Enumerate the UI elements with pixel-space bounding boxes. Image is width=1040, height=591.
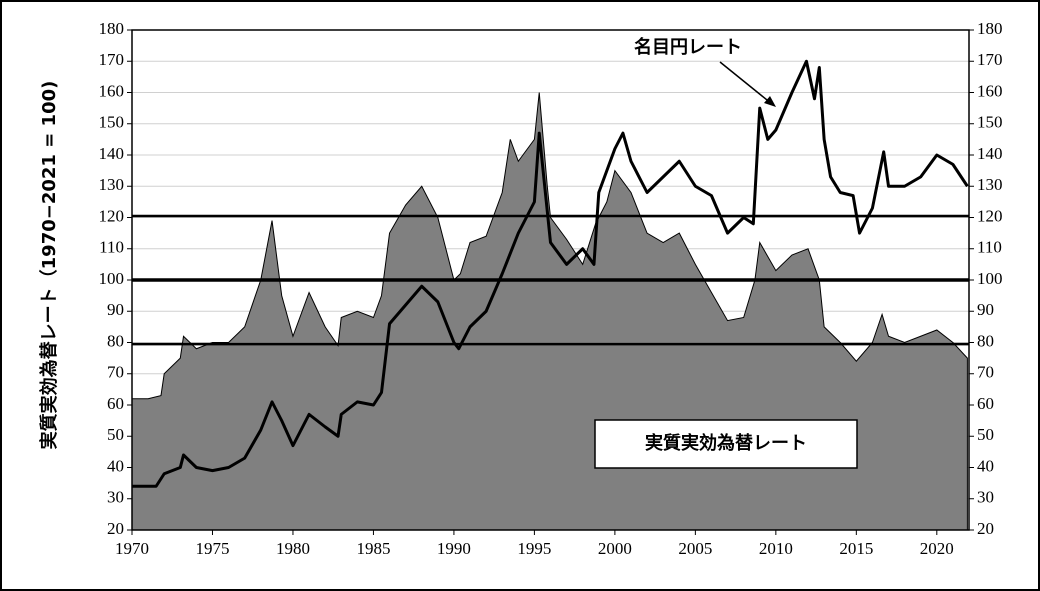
y-tick-label: 80	[107, 331, 124, 350]
line	[132, 59, 969, 488]
label-box	[594, 419, 858, 469]
y-tick-label: 150	[99, 113, 125, 132]
x-tick-label: 1975	[195, 539, 229, 558]
y-tick-label: 20	[107, 519, 124, 538]
x-tick-label: 1980	[276, 539, 310, 558]
y2-tick-label: 30	[977, 488, 994, 507]
x-tick-label: 2005	[678, 539, 712, 558]
y2-tick-label: 130	[977, 175, 1003, 194]
y2-tick-label: 160	[977, 81, 1003, 100]
y2-tick-label: 20	[977, 519, 994, 538]
y2-tick-label: 100	[977, 269, 1003, 288]
x-tick-label: 1970	[115, 539, 149, 558]
x-tick-label: 2010	[759, 539, 793, 558]
area-label: 実質実効為替レート	[645, 432, 807, 454]
x-tick-label: 1990	[437, 539, 471, 558]
y-tick-label: 90	[107, 300, 124, 319]
y2-tick-label: 40	[977, 456, 994, 475]
y-tick-label: 60	[107, 394, 124, 413]
y-tick-label: 110	[99, 238, 124, 257]
y-tick-label: 30	[107, 488, 124, 507]
y-tick-label: 70	[107, 363, 124, 382]
y2-tick-label: 90	[977, 300, 994, 319]
x-tick-label: 2020	[920, 539, 954, 558]
y2-tick-label: 170	[977, 50, 1003, 69]
y-tick-label: 170	[99, 50, 125, 69]
y2-tick-label: 120	[977, 206, 1003, 225]
y2-tick-label: 140	[977, 144, 1003, 163]
arrow-head	[764, 96, 776, 107]
y-tick-label: 130	[99, 175, 125, 194]
x-tick-label: 2015	[839, 539, 873, 558]
y-tick-label: 120	[99, 206, 125, 225]
x-tick-label: 2000	[598, 539, 632, 558]
y2-tick-label: 110	[977, 238, 1002, 257]
x-tick-label: 1985	[356, 539, 390, 558]
y2-tick-label: 50	[977, 425, 994, 444]
x-tick-label: 1995	[517, 539, 551, 558]
y2-tick-label: 150	[977, 113, 1003, 132]
y-axis-label: 実質実効為替レート（1970−2021 = 100)	[38, 81, 60, 450]
y2-tick-label: 80	[977, 331, 994, 350]
y-tick-label: 50	[107, 425, 124, 444]
y2-tick-label: 180	[977, 19, 1003, 38]
y-tick-label: 140	[99, 144, 125, 163]
y2-tick-label: 70	[977, 363, 994, 382]
y-tick-label: 40	[107, 456, 124, 475]
annotation-arrow	[719, 61, 773, 105]
y-tick-label: 180	[99, 19, 125, 38]
plot-area: 20 30 40 50 60 70 80 90 100 110 120 130 140 150 160 170…	[99, 19, 1003, 558]
y-tick-label: 160	[99, 81, 125, 100]
line-label: 名目円レート	[634, 36, 742, 58]
y-tick-label: 100	[99, 269, 125, 288]
y2-tick-label: 60	[977, 394, 994, 413]
